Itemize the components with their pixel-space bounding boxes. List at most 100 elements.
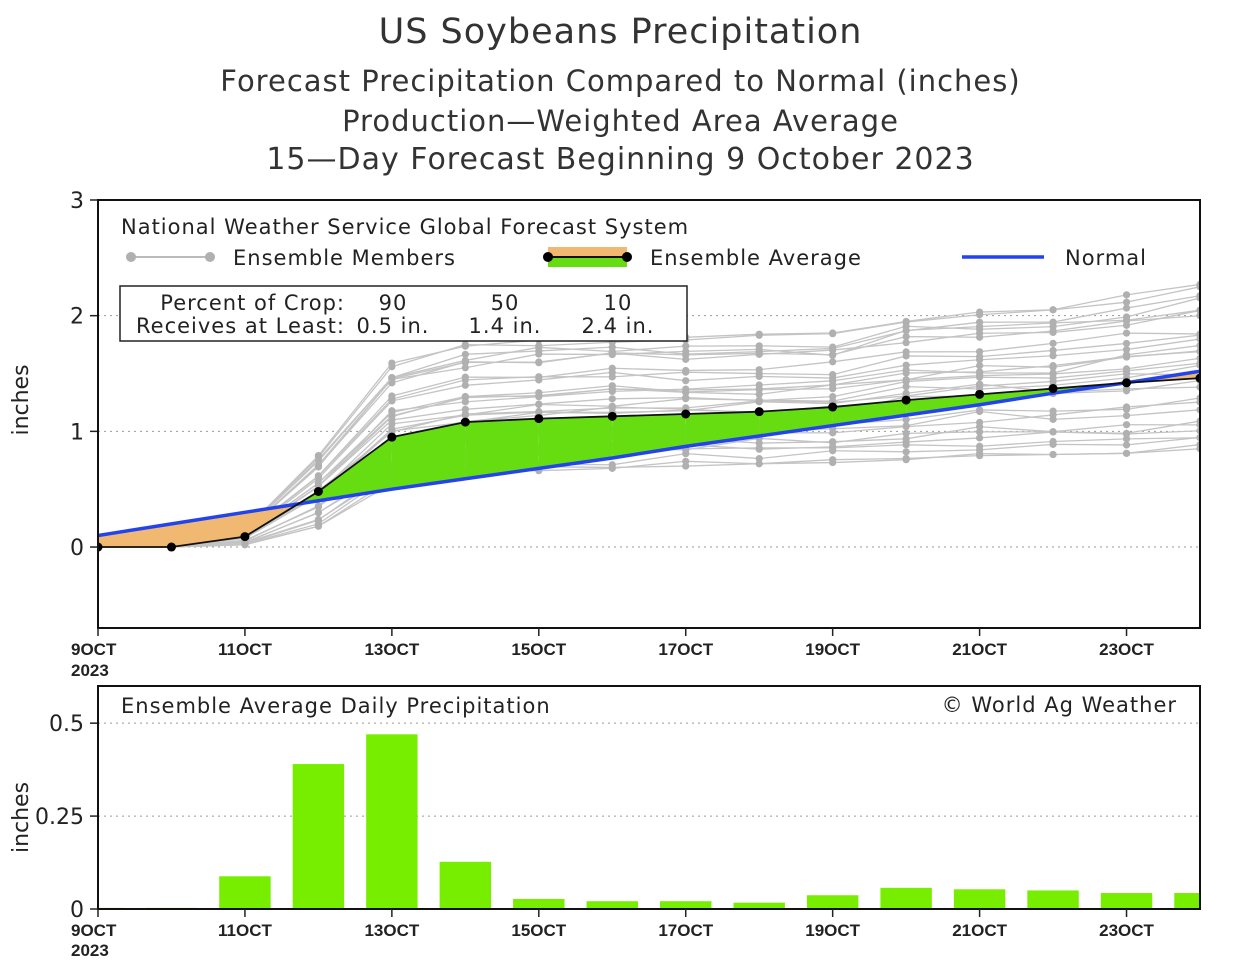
ensemble-member-point — [608, 461, 616, 469]
ensemble-member-point — [608, 404, 616, 412]
ensemble-member-point — [976, 325, 984, 333]
ensemble-member-point — [535, 347, 543, 355]
daily-precip-bar — [733, 902, 785, 909]
ensemble-member-point — [976, 348, 984, 356]
ensemble-member-point — [608, 373, 616, 381]
ensemble-member-point — [461, 398, 469, 406]
ensemble-member-point — [755, 330, 763, 338]
ensemble-member-point — [829, 438, 837, 446]
ensemble-member-point — [314, 509, 322, 517]
top-plot-frame — [97, 199, 1201, 629]
ensemble-member-point — [1122, 435, 1131, 443]
ytick-label-top: 0 — [70, 536, 84, 561]
legend-average-dot — [622, 252, 632, 262]
ensemble-member-point — [976, 362, 984, 370]
ensemble-member-point — [1122, 339, 1131, 348]
percent-table-box — [119, 285, 688, 342]
ensemble-member-point — [535, 373, 543, 381]
ytick-label-top: 2 — [70, 305, 84, 330]
ylabel-top: inches — [9, 364, 34, 435]
daily-precip-bar — [953, 889, 1006, 909]
ytick-label-bottom: 0.25 — [35, 805, 84, 830]
ensemble-member-point — [829, 444, 837, 452]
ensemble-member-point — [902, 383, 910, 391]
ensemble-member-point — [1049, 437, 1057, 446]
ensemble-member-point — [535, 400, 543, 408]
ensemble-member-point — [461, 364, 469, 372]
below-normal-fill — [98, 523, 172, 548]
ensemble-member-point — [1049, 339, 1057, 347]
ensemble-member-point — [902, 416, 910, 424]
ensemble-member-point — [829, 371, 837, 379]
ensemble-member-point — [388, 395, 396, 403]
ensemble-member-point — [1049, 362, 1057, 370]
ensemble-average-point — [975, 389, 985, 399]
ensemble-average-point — [387, 432, 397, 442]
ensemble-member-line — [98, 315, 1200, 548]
ensemble-member-point — [1122, 429, 1131, 437]
ensemble-member-point — [902, 317, 910, 326]
ensemble-average-line — [98, 377, 1200, 548]
ensemble-average-point — [607, 411, 617, 421]
ensemble-member-point — [461, 381, 469, 389]
ensemble-member-point — [535, 393, 543, 401]
legend-average-swatch-above — [548, 257, 627, 267]
xtick-label-top: 9OCT — [71, 640, 117, 659]
xtick-label-bottom: 13OCT — [364, 921, 419, 940]
ensemble-member-point — [755, 381, 763, 389]
amount-value: 1.4 in. — [469, 314, 542, 338]
ensemble-member-point — [755, 396, 763, 405]
ensemble-member-point — [314, 462, 322, 470]
ensemble-average-point — [166, 542, 176, 552]
ensemble-member-point — [902, 422, 910, 430]
ensemble-average-point — [534, 414, 544, 424]
ytick-label-bottom: 0 — [70, 898, 84, 923]
ensemble-member-point — [1049, 352, 1057, 360]
ensemble-member-point — [682, 350, 690, 358]
xtick-label-bottom: 21OCT — [952, 921, 1007, 940]
ensemble-member-point — [461, 405, 469, 413]
ensemble-member-point — [1122, 441, 1131, 449]
daily-precip-bar — [806, 895, 859, 909]
ensemble-member-point — [1049, 369, 1057, 377]
daily-precip-bar — [660, 901, 712, 909]
daily-precip-bar — [586, 901, 638, 909]
legend-header: National Weather Service Global Forecast… — [121, 215, 689, 239]
ensemble-member-point — [1122, 421, 1131, 429]
ylabel-bottom: inches — [9, 782, 34, 853]
chart-title: US Soybeans Precipitation — [378, 12, 863, 52]
amount-value: 0.5 in. — [357, 314, 430, 338]
amount-value: 2.4 in. — [582, 314, 655, 338]
ensemble-member-point — [829, 458, 837, 467]
ensemble-member-point — [976, 442, 984, 450]
ensemble-member-point — [976, 369, 984, 377]
xtick-label-top: 13OCT — [364, 640, 419, 659]
ensemble-member-point — [1049, 318, 1057, 326]
ensemble-member-point — [682, 368, 690, 376]
ensemble-member-point — [314, 516, 322, 524]
ensemble-average-point — [1048, 384, 1058, 394]
ensemble-member-point — [755, 348, 763, 356]
ensemble-member-point — [902, 361, 910, 369]
xtick-label-top: 17OCT — [658, 640, 713, 659]
above-normal-fill — [465, 418, 539, 479]
ensemble-member-point — [535, 342, 543, 350]
ensemble-member-point — [976, 382, 984, 390]
daily-precip-bar — [219, 876, 271, 909]
chart-subtitle-1: Forecast Precipitation Compared to Norma… — [220, 64, 1021, 98]
daily-precip-bar — [1100, 893, 1153, 909]
ensemble-average-point — [460, 417, 470, 427]
ensemble-average-point — [754, 407, 764, 417]
ensemble-member-point — [902, 376, 910, 384]
ensemble-member-point — [535, 359, 543, 367]
ensemble-member-point — [388, 374, 396, 382]
ensemble-member-point — [608, 343, 616, 351]
ensemble-member-point — [1122, 304, 1131, 312]
ensemble-member-point — [461, 350, 469, 358]
ensemble-member-point — [755, 390, 763, 398]
daily-precip-bar — [1174, 893, 1200, 909]
daily-precip-bar — [292, 764, 345, 909]
ensemble-member-point — [682, 457, 690, 465]
ensemble-member-point — [976, 333, 984, 341]
